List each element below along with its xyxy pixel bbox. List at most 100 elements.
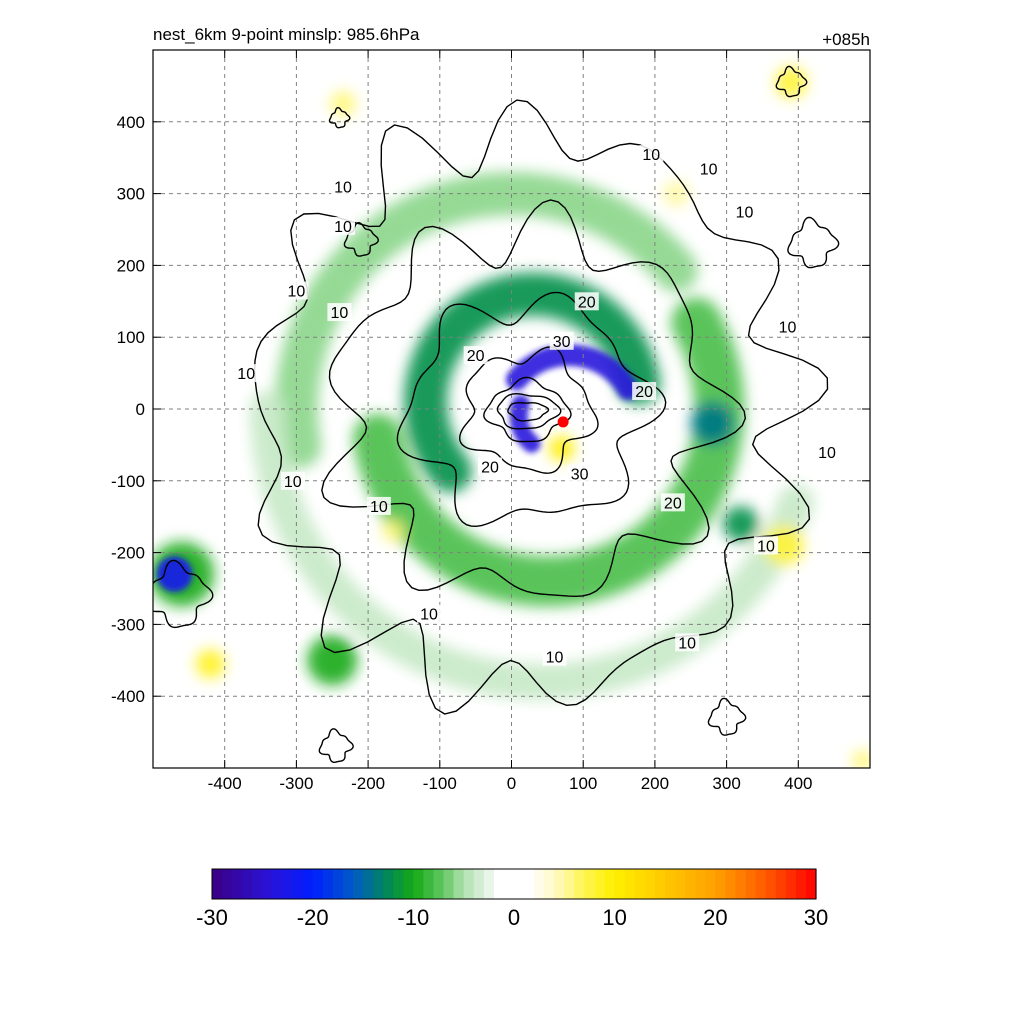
field-blob <box>196 649 225 679</box>
plot-area: 10 10 10 10 10 10 10 10 10 10 10 10 10 10 10 10 20 20 20 20… <box>111 49 871 793</box>
colorbar-swatch <box>262 869 273 899</box>
chart-title: nest_6km 9-point minslp: 985.6hPa <box>153 25 420 44</box>
colorbar-tick-label: -30 <box>196 905 228 930</box>
colorbar-swatch <box>342 869 354 899</box>
field-band <box>403 272 661 493</box>
colorbar-tick-label: 0 <box>508 905 520 930</box>
colorbar-swatch <box>775 869 787 899</box>
contour-label: 10 <box>736 205 754 222</box>
colorbar-tick-label: -20 <box>297 905 329 930</box>
colorbar-swatch <box>524 869 535 899</box>
field-band <box>505 344 639 401</box>
contour-label: 10 <box>420 607 438 624</box>
contour-label-background <box>660 493 685 512</box>
storm-center-marker <box>557 416 569 428</box>
colorbar-swatch <box>675 869 686 899</box>
colorbar-swatch <box>544 869 555 899</box>
colorbar-tick-label: 30 <box>804 905 828 930</box>
contour-label-background <box>775 317 800 336</box>
field-band <box>509 394 541 453</box>
contour-island <box>343 222 380 257</box>
x-tick-label: 300 <box>712 774 740 793</box>
colorbar-swatch <box>312 869 324 899</box>
contour-island <box>153 559 214 629</box>
contour-label-background <box>284 281 309 300</box>
contour-label: 10 <box>370 499 388 516</box>
colorbar: -30 -20 -10 0 10 20 30 <box>196 868 828 930</box>
contour-label: 20 <box>467 348 485 365</box>
colorbar-swatch <box>574 869 586 899</box>
contour-label: 10 <box>237 366 255 383</box>
contour-label-background <box>675 633 700 652</box>
contour-label-background <box>477 457 502 476</box>
contour-label: 10 <box>284 474 302 491</box>
y-tick-label: -200 <box>111 544 145 563</box>
contour-line <box>253 99 829 715</box>
colorbar-swatch <box>363 869 374 899</box>
contour-line <box>483 376 572 443</box>
colorbar-swatch <box>735 869 747 899</box>
colorbar-swatch <box>725 869 737 899</box>
contour-island <box>328 106 351 129</box>
contour-label-background <box>574 292 599 311</box>
colorbar-swatch <box>272 869 284 899</box>
field-blob <box>723 505 759 542</box>
contour-label-background <box>567 464 592 483</box>
contour-island <box>775 65 808 98</box>
colorbar-swatch <box>564 869 575 899</box>
colorbar-swatch <box>423 869 435 899</box>
contour-line <box>507 402 550 422</box>
contour-label: 20 <box>664 495 682 512</box>
field-blob <box>307 635 358 686</box>
contour-label-background <box>732 202 757 221</box>
colorbar-swatch <box>443 869 455 899</box>
colorbar-swatches <box>212 869 817 899</box>
y-tick-label: -400 <box>111 687 145 706</box>
contour-island <box>318 728 354 763</box>
field-blob <box>690 401 734 445</box>
field-blob <box>382 520 404 542</box>
y-tick-label: -300 <box>111 615 145 634</box>
colorbar-swatch <box>705 869 716 899</box>
y-tick-label: 0 <box>136 400 145 419</box>
contour-line <box>496 392 562 430</box>
colorbar-swatch <box>755 869 767 899</box>
colorbar-tick-label: 20 <box>703 905 727 930</box>
x-tick-label: -300 <box>279 774 313 793</box>
contour-island <box>787 216 840 269</box>
colorbar-swatch <box>403 869 414 899</box>
contour-label: 10 <box>642 147 660 164</box>
colorbar-swatch <box>393 869 404 899</box>
contour-label-background <box>417 604 442 623</box>
contour-label: 10 <box>334 179 352 196</box>
field-blob <box>156 556 193 593</box>
y-tick-label: -100 <box>111 472 145 491</box>
contour-label: 10 <box>288 284 306 301</box>
contour-label-background <box>696 159 721 178</box>
colorbar-frame <box>211 868 817 900</box>
colorbar-swatch <box>352 869 364 899</box>
y-tick-label: 200 <box>117 256 145 275</box>
colorbar-swatch <box>232 869 243 899</box>
contour-label: 10 <box>334 219 352 236</box>
y-tick-label: 100 <box>117 328 145 347</box>
colorbar-swatch <box>614 869 626 899</box>
contour-label-background <box>814 443 839 462</box>
colorbar-swatch <box>242 869 253 899</box>
colorbar-tick-labels: -30 -20 -10 0 10 20 30 <box>196 905 828 930</box>
contour-label: 10 <box>818 445 836 462</box>
contour-label: 20 <box>481 459 499 476</box>
contour-lines <box>153 65 840 763</box>
colorbar-swatch <box>584 869 596 899</box>
contour-label: 10 <box>678 635 696 652</box>
contour-labels: 10 10 10 10 10 10 10 10 10 10 10 10 10 10 10 10 20 20 20 20… <box>234 145 839 667</box>
field-blob <box>548 435 575 462</box>
contour-label: 10 <box>331 305 349 322</box>
storm-center <box>557 416 569 428</box>
colorbar-swatch <box>644 869 656 899</box>
colorbar-swatch <box>483 869 495 899</box>
contour-label: 10 <box>779 319 797 336</box>
forecast-hour-label: +085h <box>822 30 870 49</box>
colorbar-swatch <box>282 869 294 899</box>
